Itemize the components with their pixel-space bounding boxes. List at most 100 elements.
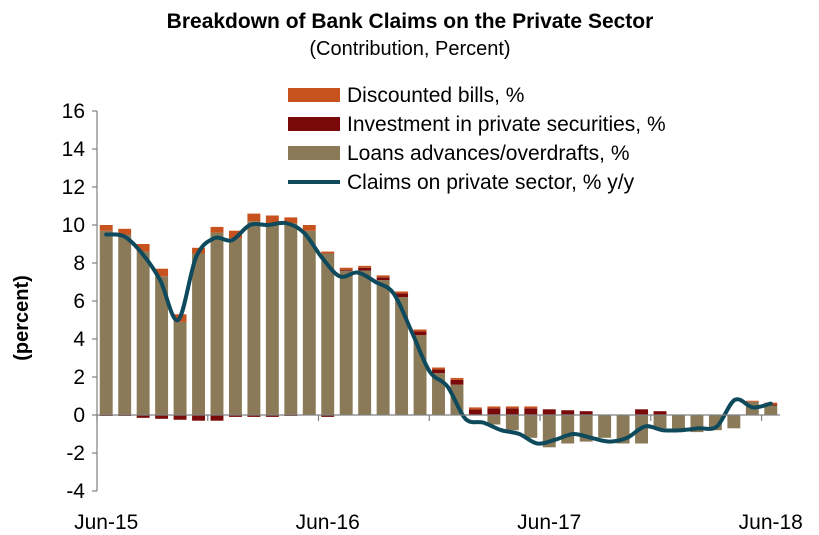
y-tick-label: 16 xyxy=(62,100,85,123)
y-tick-label: 0 xyxy=(73,404,85,427)
loans-bar xyxy=(524,415,538,438)
legend-label-loans: Loans advances/overdrafts, % xyxy=(347,142,630,165)
discounted-bar xyxy=(468,407,482,410)
discounted-bar xyxy=(450,377,464,380)
investment-bar xyxy=(192,415,205,421)
discounted-bar xyxy=(745,400,759,402)
investment-bar xyxy=(210,415,224,421)
discounted-bar xyxy=(376,275,390,278)
loans-bar xyxy=(228,238,242,415)
investment-bar xyxy=(395,293,409,298)
loans-bar xyxy=(302,230,316,415)
y-tick-label: 14 xyxy=(62,138,86,161)
loans-bar xyxy=(727,415,741,429)
loans-bar xyxy=(284,223,298,415)
loans-bar xyxy=(210,232,224,415)
discounted-bar xyxy=(99,225,113,231)
investment-bar xyxy=(487,408,501,415)
discounted-bar xyxy=(432,367,445,370)
investment-bar xyxy=(579,411,593,415)
loans-bar xyxy=(118,234,132,415)
investment-bar xyxy=(247,415,261,417)
loans-bar xyxy=(265,223,279,415)
discounted-bar xyxy=(210,226,224,233)
loans-bar xyxy=(653,415,667,429)
investment-bar xyxy=(136,415,150,418)
discounted-bar xyxy=(358,265,372,268)
investment-bar xyxy=(155,415,169,419)
y-tick-label: 6 xyxy=(73,290,85,313)
loans-bar xyxy=(395,297,409,415)
discounted-bar xyxy=(136,244,150,252)
y-axis-label: (percent) xyxy=(11,275,33,361)
x-tick-label: Jun-17 xyxy=(517,511,581,534)
loans-bar xyxy=(155,276,169,415)
legend-label-investment: Investment in private securities, % xyxy=(347,113,666,136)
investment-bar xyxy=(173,415,187,420)
loans-bar xyxy=(764,405,778,415)
loans-bar xyxy=(247,221,261,415)
discounted-bar xyxy=(505,406,519,409)
legend-label-claims: Claims on private sector, % y/y xyxy=(347,171,635,194)
legend-swatch-loans xyxy=(288,146,340,160)
loans-bar xyxy=(99,230,113,415)
y-tick-label: 10 xyxy=(62,214,85,237)
discounted-bar xyxy=(395,291,409,294)
investment-bar xyxy=(468,409,482,415)
discounted-bar xyxy=(247,213,261,222)
loans-bar xyxy=(487,415,501,425)
loans-bar xyxy=(321,253,335,415)
bars-group xyxy=(99,213,778,448)
loans-bar xyxy=(339,270,353,415)
claims-line xyxy=(104,220,773,446)
discounted-bar xyxy=(321,251,335,254)
legend: Discounted bills, % Investment in privat… xyxy=(288,84,666,194)
loans-bar xyxy=(376,280,390,415)
loans-bar xyxy=(192,253,205,415)
investment-bar xyxy=(450,379,464,385)
investment-bar xyxy=(635,409,649,415)
loans-bar xyxy=(598,415,612,438)
loans-bar xyxy=(136,251,150,415)
discounted-bar xyxy=(284,217,298,224)
y-tick-label: -2 xyxy=(66,442,85,465)
investment-bar xyxy=(542,409,556,415)
investment-bar xyxy=(228,415,242,417)
chart-subtitle: (Contribution, Percent) xyxy=(309,38,510,60)
investment-bar xyxy=(561,410,575,415)
loans-bar xyxy=(672,415,685,433)
discounted-bar xyxy=(155,268,169,277)
discounted-bar xyxy=(487,406,501,409)
discounted-bar xyxy=(339,267,353,270)
discounted-bar xyxy=(228,230,242,239)
discounted-bar xyxy=(413,329,427,332)
y-tick-label: 2 xyxy=(73,366,85,389)
investment-bar xyxy=(524,408,538,415)
investment-bar xyxy=(358,267,372,271)
x-tick-label: Jun-18 xyxy=(739,511,803,534)
legend-label-discounted: Discounted bills, % xyxy=(347,84,524,107)
investment-bar xyxy=(413,331,427,336)
y-tick-label: -4 xyxy=(66,480,85,503)
loans-bar xyxy=(561,415,575,444)
y-tick-label: 8 xyxy=(73,252,85,275)
loans-bar xyxy=(358,270,372,415)
y-tick-label: 12 xyxy=(62,176,85,199)
loans-bar xyxy=(505,415,519,431)
x-tick-label: Jun-16 xyxy=(296,511,360,534)
x-tick-label: Jun-15 xyxy=(74,511,138,534)
discounted-bar xyxy=(118,228,132,235)
y-tick-label: 4 xyxy=(73,328,85,351)
line-group xyxy=(104,220,773,446)
discounted-bar xyxy=(302,225,316,231)
chart-title: Breakdown of Bank Claims on the Private … xyxy=(167,10,654,33)
investment-bar xyxy=(321,415,335,417)
investment-bar xyxy=(339,269,353,271)
legend-swatch-discounted xyxy=(288,88,340,102)
legend-swatch-investment xyxy=(288,117,340,131)
investment-bar xyxy=(432,369,445,374)
loans-bar xyxy=(173,321,187,415)
discounted-bar xyxy=(524,406,538,409)
investment-bar xyxy=(376,277,390,281)
